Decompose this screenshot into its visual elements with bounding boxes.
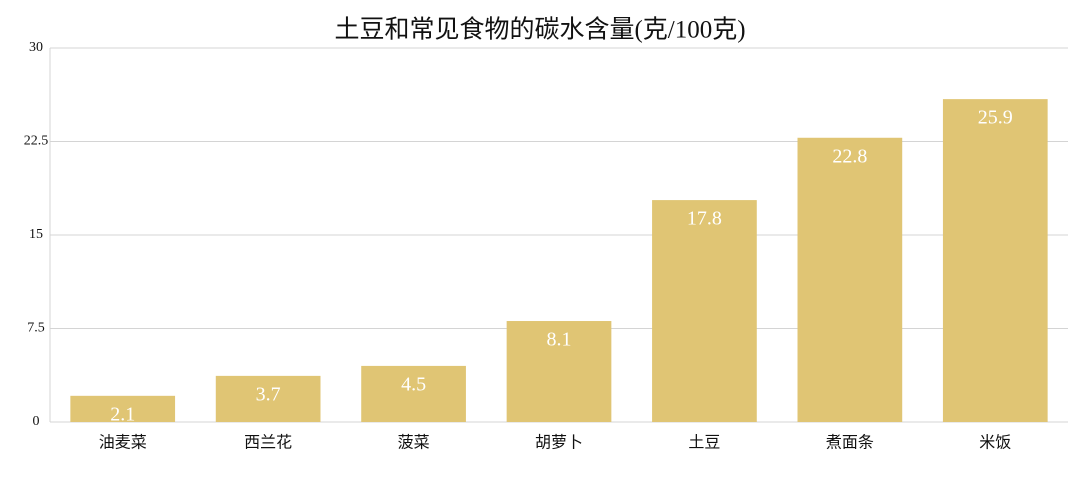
bar bbox=[361, 365, 466, 422]
value-label: 8.1 bbox=[547, 329, 572, 351]
value-label: 17.8 bbox=[687, 208, 722, 230]
value-label: 2.1 bbox=[110, 403, 135, 425]
bar bbox=[942, 99, 1048, 422]
x-tick-label: 煮面条 bbox=[826, 434, 874, 452]
y-tick-label: 15 bbox=[29, 227, 43, 242]
x-tick-label: 土豆 bbox=[688, 434, 720, 452]
value-label: 22.8 bbox=[832, 145, 867, 167]
y-tick-label: 7.5 bbox=[27, 321, 45, 336]
y-tick-label: 22.5 bbox=[24, 134, 49, 149]
x-tick-label: 西兰花 bbox=[244, 434, 292, 452]
x-tick-label: 米饭 bbox=[979, 434, 1011, 452]
bar bbox=[506, 321, 612, 422]
x-tick-label: 胡萝卜 bbox=[535, 434, 583, 452]
bar bbox=[652, 200, 757, 422]
y-tick-label: 30 bbox=[29, 40, 43, 55]
value-label: 25.9 bbox=[978, 107, 1013, 129]
x-tick-label: 油麦菜 bbox=[99, 434, 147, 452]
bar bbox=[797, 137, 903, 422]
bar bbox=[215, 375, 321, 422]
value-label: 3.7 bbox=[256, 383, 281, 405]
x-tick-label: 菠菜 bbox=[398, 434, 430, 452]
chart-title: 土豆和常见食物的碳水含量(克/100克) bbox=[334, 16, 745, 44]
y-tick-label: 0 bbox=[33, 414, 40, 429]
value-label: 4.5 bbox=[401, 373, 426, 395]
bar bbox=[70, 395, 176, 422]
